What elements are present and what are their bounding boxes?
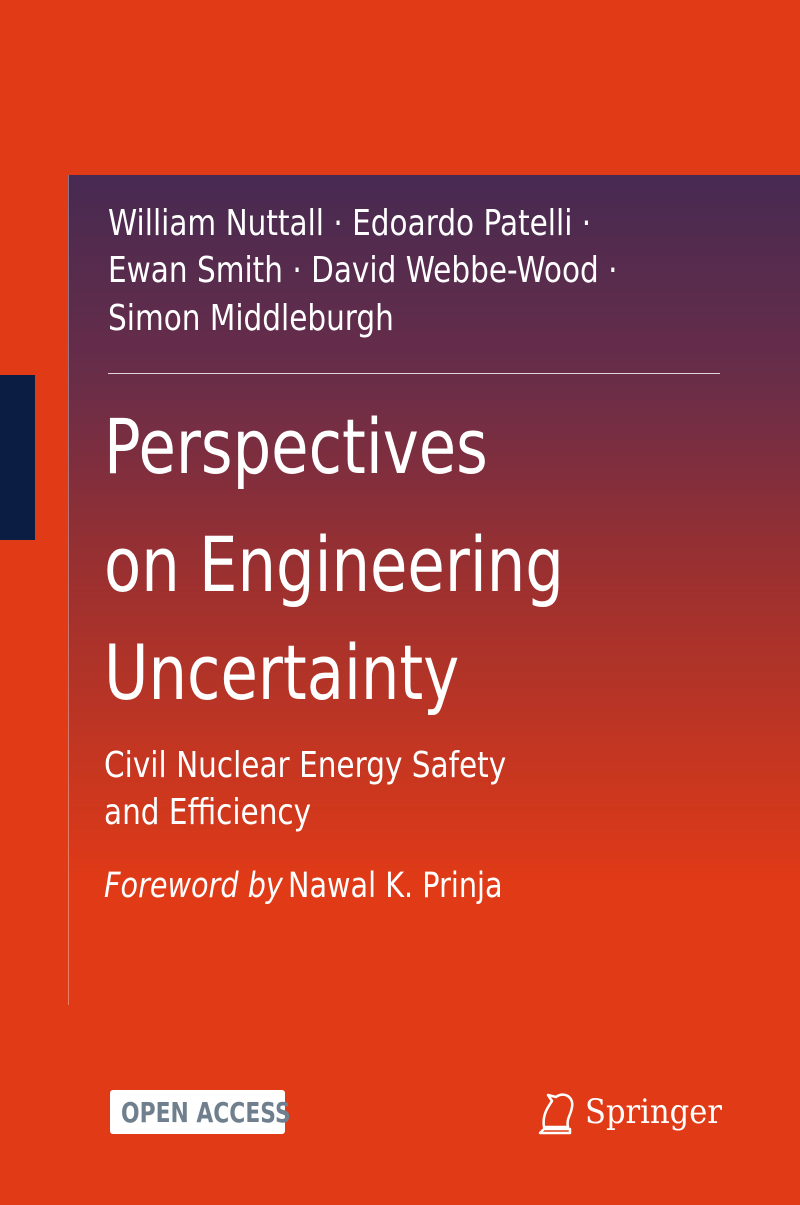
foreword-label: Foreword by: [104, 866, 283, 906]
subtitle-line: Civil Nuclear Energy Safety: [104, 745, 507, 786]
foreword-name: Nawal K. Prinja: [288, 866, 503, 906]
title-line: on Engineering: [104, 520, 564, 609]
authors-line: Simon Middleburgh: [108, 298, 394, 339]
publisher-logo: [538, 1093, 574, 1135]
badge-text: OPEN ACCESS: [121, 1096, 291, 1129]
authors-line: William Nuttall · Edoardo Patelli ·: [108, 203, 592, 244]
title-line: Perspectives: [104, 402, 488, 491]
gradient-panel: [68, 175, 800, 1005]
publisher-name: Springer: [585, 1092, 723, 1132]
title-line: Uncertainty: [104, 628, 460, 717]
divider: [108, 373, 720, 374]
accent-bar: [0, 375, 35, 540]
authors-line: Ewan Smith · David Webbe-Wood ·: [108, 250, 618, 291]
subtitle-line: and Efficiency: [104, 792, 312, 833]
open-access-badge: OPEN ACCESS: [110, 1090, 291, 1134]
